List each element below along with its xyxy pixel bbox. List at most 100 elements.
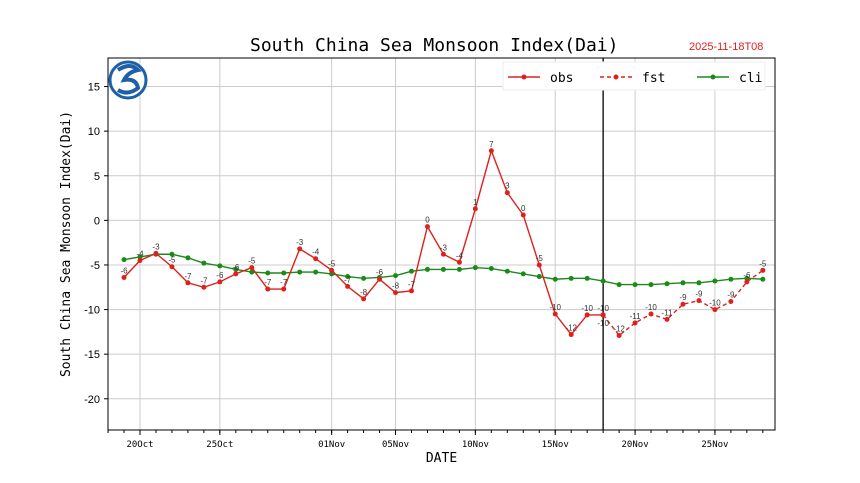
obs-point xyxy=(345,283,351,289)
y-tick-label: -10 xyxy=(84,305,100,317)
obs-data-label: -6 xyxy=(232,263,240,272)
logo-glyph xyxy=(116,64,143,95)
obs-point xyxy=(201,284,207,290)
cli-point xyxy=(297,269,303,275)
obs-point xyxy=(440,251,446,257)
timestamp: 2025-11-18T08 xyxy=(689,41,764,53)
cli-point xyxy=(233,266,239,272)
fst-point xyxy=(680,301,686,307)
obs-point xyxy=(233,271,239,277)
obs-point xyxy=(265,286,271,292)
cli-point xyxy=(600,278,606,284)
fst-point xyxy=(744,279,750,285)
x-tick-label: 05Nov xyxy=(382,440,409,450)
cli-point xyxy=(185,255,191,261)
obs-point xyxy=(536,262,542,268)
cli-point xyxy=(680,280,686,286)
obs-point xyxy=(249,265,255,271)
obs-point xyxy=(568,332,574,338)
fst-data-label: -9 xyxy=(679,293,687,302)
x-tick-label: 25Oct xyxy=(206,440,233,450)
cli-point xyxy=(552,276,558,282)
obs-point xyxy=(472,206,478,212)
obs-data-label: -10 xyxy=(581,304,593,313)
fst-point xyxy=(632,320,638,326)
legend-fst-marker xyxy=(613,74,619,80)
y-tick-label: 5 xyxy=(94,171,100,183)
obs-point xyxy=(121,274,127,280)
chart-title: South China Sea Monsoon Index(Dai) xyxy=(250,35,619,56)
cli-point xyxy=(472,265,478,271)
y-tick-label: 15 xyxy=(88,82,100,94)
legend-fst-label: fst xyxy=(642,71,665,86)
cli-point xyxy=(616,282,622,288)
obs-data-label: -7 xyxy=(408,280,416,289)
fst-line xyxy=(602,269,764,337)
y-tick-label: 10 xyxy=(88,126,100,138)
y-tick-label: -15 xyxy=(84,349,100,361)
x-tick-label: 20Oct xyxy=(126,440,153,450)
obs-data-label: -8 xyxy=(360,288,368,297)
fst-data-label: -5 xyxy=(759,259,767,268)
obs-data-label: -6 xyxy=(216,271,224,280)
fst-data-label: -9 xyxy=(695,290,703,299)
fst-point xyxy=(696,298,702,304)
obs-point xyxy=(313,256,319,262)
obs-point xyxy=(297,246,303,252)
obs-data-label: -5 xyxy=(536,254,544,263)
obs-data-label: -7 xyxy=(264,278,272,287)
obs-data-label: -12 xyxy=(565,324,577,333)
obs-point xyxy=(424,224,430,230)
obs-data-label: 7 xyxy=(489,140,494,149)
cli-point xyxy=(456,266,462,272)
obs-data-label: -5 xyxy=(168,256,176,265)
obs-data-label: -5 xyxy=(328,259,336,268)
obs-data-label: -6 xyxy=(376,268,384,277)
obs-point xyxy=(456,259,462,265)
obs-point xyxy=(393,290,399,296)
obs-data-label: -4 xyxy=(136,250,144,259)
legend-obs-marker xyxy=(521,74,527,80)
fst-point xyxy=(760,267,766,273)
cli-point xyxy=(520,271,526,277)
cli-point xyxy=(408,268,414,274)
legend-cli-marker xyxy=(710,74,716,80)
cli-point xyxy=(760,276,766,282)
legend xyxy=(502,61,766,91)
cli-point xyxy=(201,260,207,266)
fst-point xyxy=(616,332,622,338)
y-axis-label: South China Sea Monsoon Index(Dai) xyxy=(59,111,74,377)
obs-data-label: 1 xyxy=(473,198,478,207)
obs-data-label: -7 xyxy=(184,272,192,281)
cli-point xyxy=(281,270,287,276)
obs-point xyxy=(520,212,526,218)
obs-data-label: -7 xyxy=(200,276,208,285)
obs-data-label: 0 xyxy=(425,216,430,225)
cli-point xyxy=(728,276,734,282)
cli-point xyxy=(536,274,542,280)
obs-data-label: -5 xyxy=(248,257,256,266)
fst-data-label: -12 xyxy=(613,324,625,333)
fst-point xyxy=(648,311,654,317)
cli-point xyxy=(361,275,367,281)
obs-point xyxy=(488,148,494,154)
cli-point xyxy=(137,254,143,260)
x-tick-label: 20Nov xyxy=(622,440,649,450)
cli-point xyxy=(345,274,351,280)
obs-point xyxy=(377,276,383,282)
cli-point xyxy=(648,282,654,288)
fst-data-label: -11 xyxy=(662,308,674,317)
fst-point xyxy=(664,316,670,322)
y-tick-label: 0 xyxy=(94,215,100,227)
cli-point xyxy=(249,269,255,275)
obs-data-label: -10 xyxy=(597,304,609,313)
cli-point xyxy=(393,273,399,279)
cli-point xyxy=(568,275,574,281)
obs-data-label: 3 xyxy=(505,182,510,191)
obs-data-label: -7 xyxy=(344,275,352,284)
obs-point xyxy=(153,250,159,256)
obs-point xyxy=(137,258,143,264)
obs-data-label: -7 xyxy=(280,278,288,287)
obs-point xyxy=(217,279,223,285)
obs-data-label: -10 xyxy=(549,303,561,312)
